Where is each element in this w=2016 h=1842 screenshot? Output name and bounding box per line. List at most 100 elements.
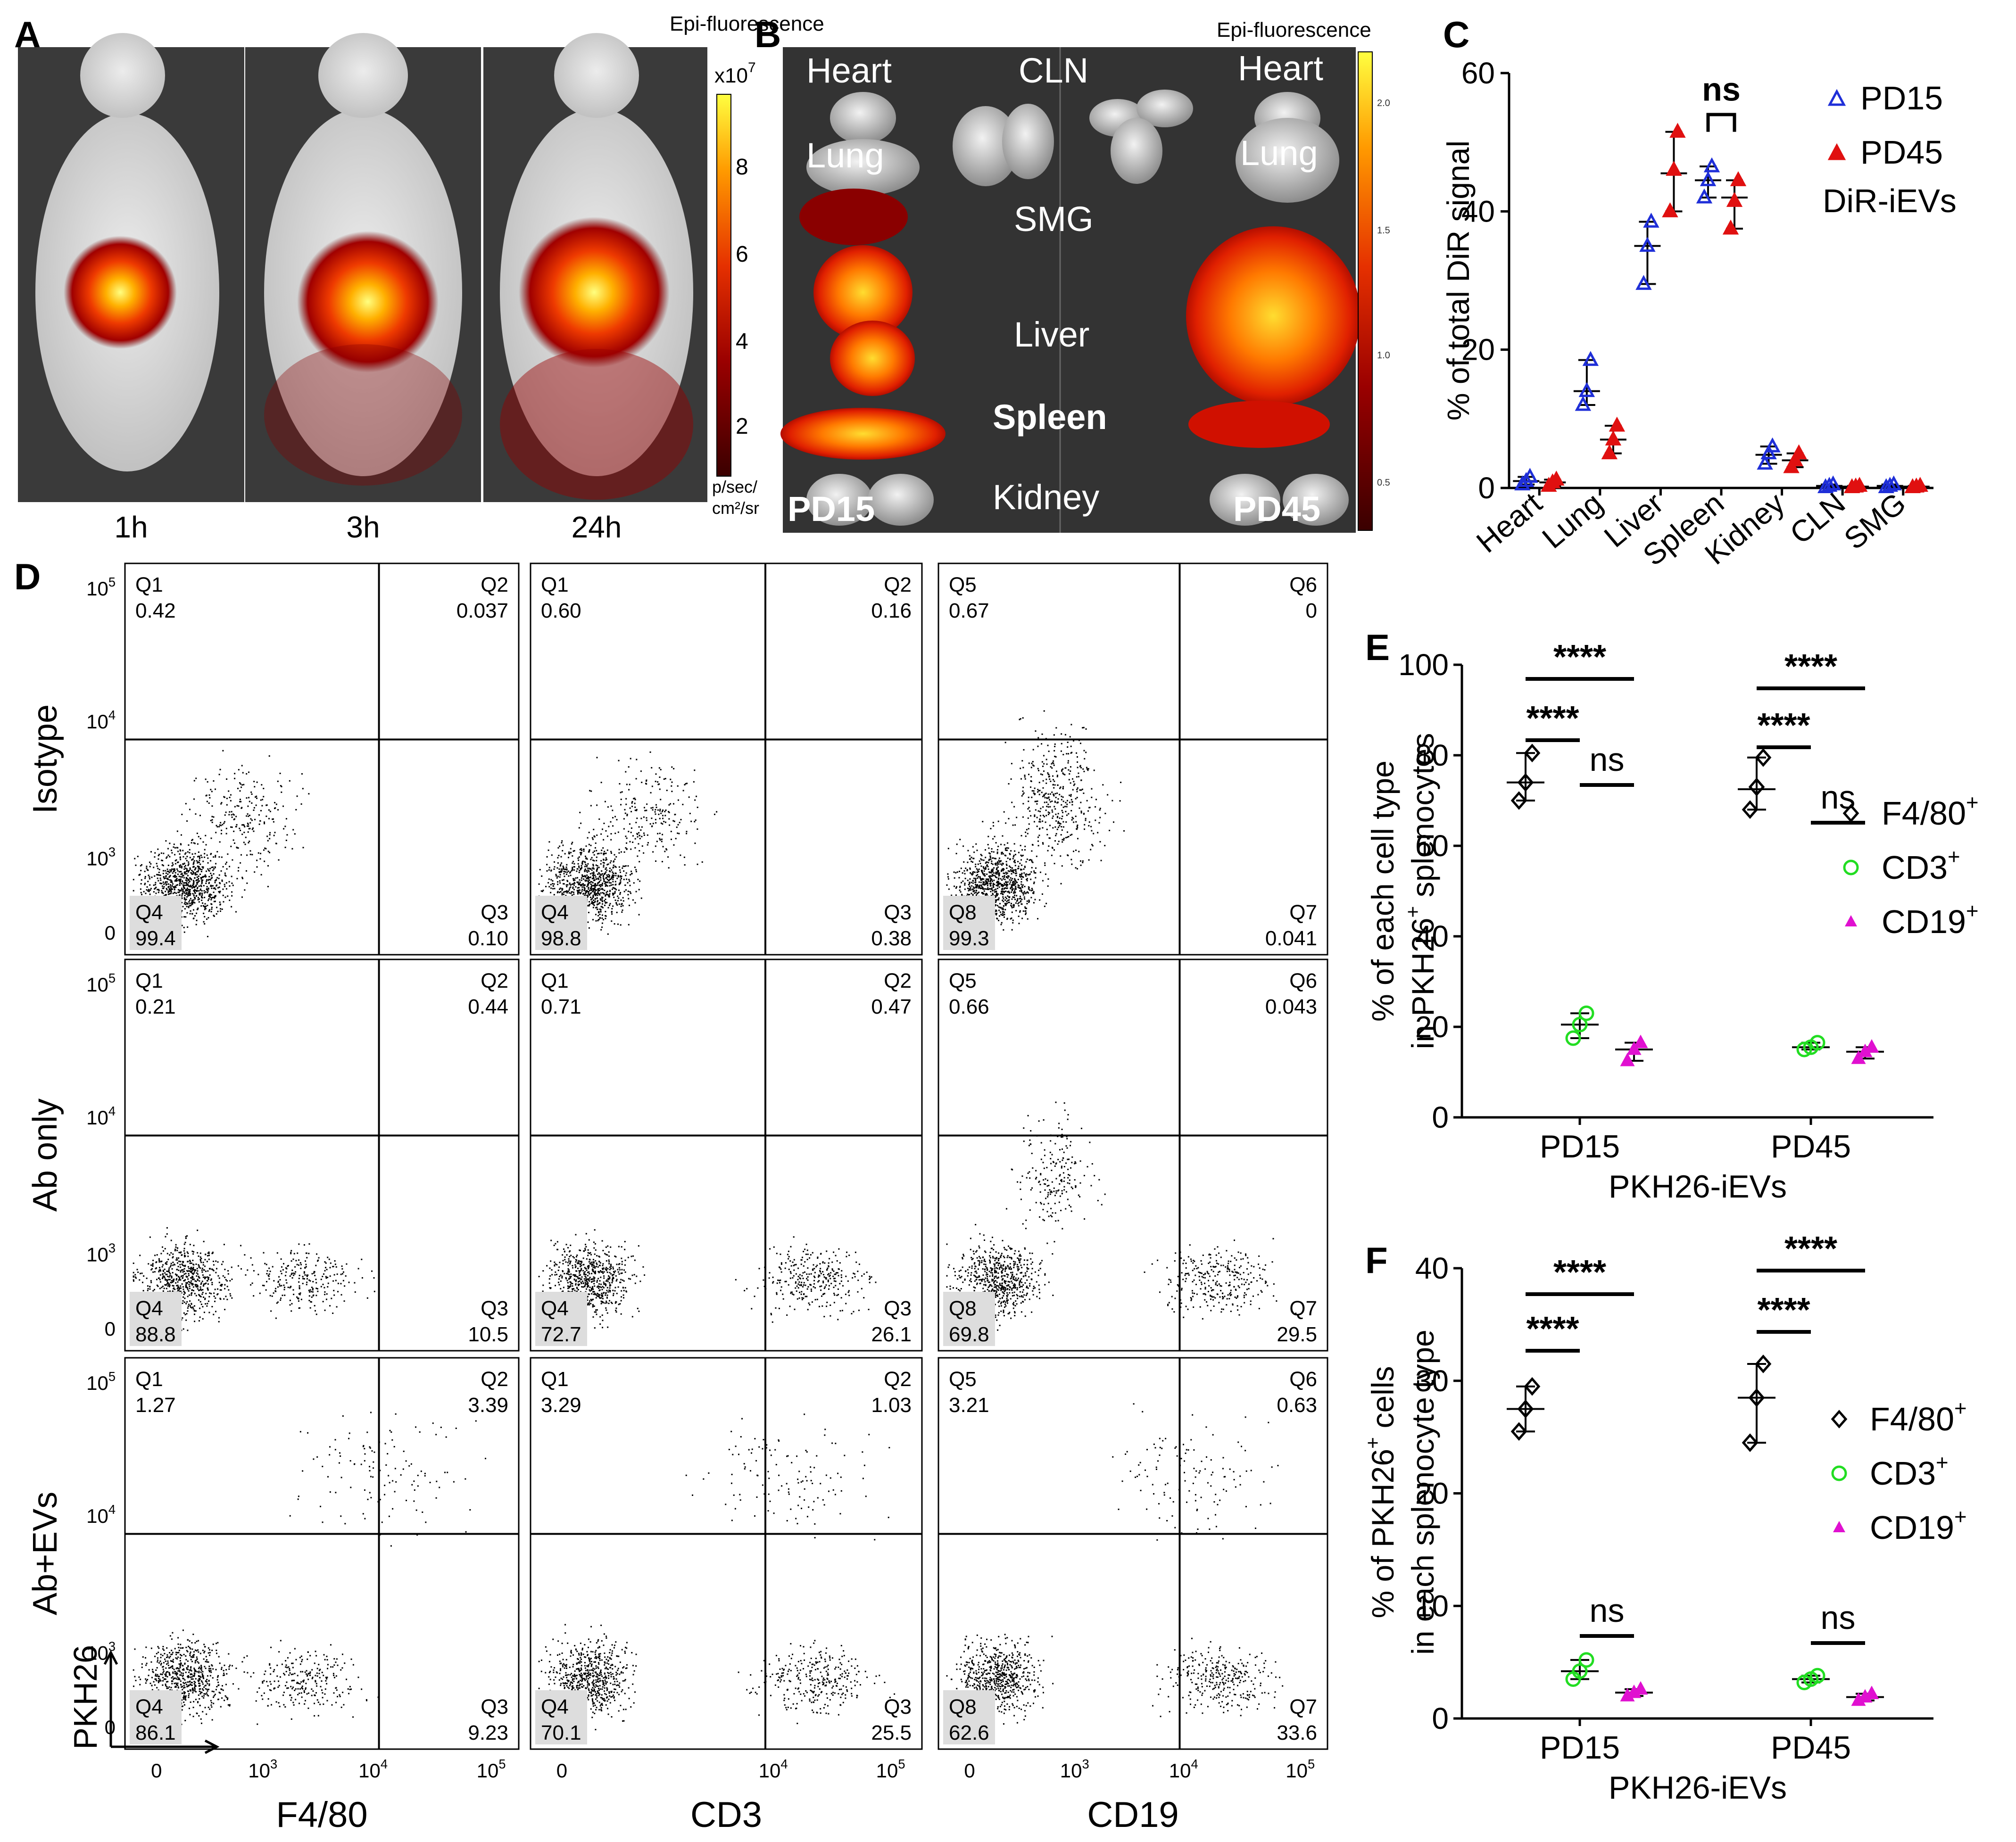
flow-dot	[631, 870, 632, 872]
flow-dot	[590, 886, 592, 888]
flow-dot	[588, 911, 589, 913]
flow-dot	[184, 1297, 186, 1299]
flow-dot	[663, 778, 665, 780]
flow-dot	[1035, 867, 1037, 869]
flow-dot	[995, 872, 997, 874]
flow-dot	[587, 880, 589, 882]
flow-dot	[597, 894, 598, 896]
flow-dot	[1001, 885, 1003, 887]
flow-dot	[1005, 881, 1007, 883]
flow-dot	[643, 832, 645, 834]
flow-dot	[589, 882, 590, 884]
flow-dot	[180, 880, 182, 882]
flow-dot	[213, 873, 215, 875]
flow-dot	[975, 863, 977, 865]
flow-dot	[1069, 794, 1070, 796]
flow-dot	[253, 807, 255, 809]
flow-dot	[207, 869, 209, 871]
flow-dot	[1013, 843, 1015, 845]
flow-dot	[183, 1280, 185, 1282]
flow-dot	[289, 1299, 291, 1301]
flow-dot	[586, 1269, 588, 1271]
flow-dot	[324, 1291, 326, 1293]
flow-dot	[1055, 756, 1057, 758]
flow-dot	[220, 1285, 222, 1287]
flow-dot	[573, 866, 575, 868]
data-point-pd15	[1703, 157, 1720, 173]
flow-dot	[1001, 851, 1003, 853]
flow-dot	[179, 866, 181, 868]
flow-dot	[999, 907, 1001, 909]
flow-dot	[1033, 792, 1035, 794]
flow-dot	[177, 861, 179, 863]
flow-dot	[588, 1293, 589, 1295]
flow-dot	[618, 849, 620, 851]
flow-dot	[640, 829, 642, 831]
flow-dot	[1084, 828, 1086, 830]
flow-dot	[584, 1267, 586, 1269]
flow-dot	[1014, 850, 1016, 852]
flow-dot	[1045, 815, 1047, 817]
flow-dot	[241, 807, 243, 809]
flow-dot	[1061, 826, 1062, 828]
flow-dot	[1002, 893, 1004, 895]
flow-dot	[1048, 797, 1050, 799]
flow-dot	[284, 1294, 286, 1296]
flow-dot	[602, 847, 604, 849]
flow-dot	[183, 1290, 185, 1292]
flow-dot	[605, 915, 607, 917]
flow-dot	[563, 1287, 564, 1289]
flow-dot	[548, 849, 549, 851]
flow-dot	[608, 826, 610, 827]
flow-dot	[150, 851, 152, 853]
flow-dot	[1041, 761, 1043, 763]
flow-dot	[1015, 870, 1017, 872]
flow-dot	[598, 888, 600, 890]
flow-dot	[241, 824, 243, 826]
flow-dot	[610, 833, 612, 835]
flow-dot	[213, 868, 215, 870]
flow-dot	[159, 882, 161, 884]
flow-dot	[608, 882, 610, 884]
flow-dot	[985, 861, 987, 863]
flow-dot	[966, 869, 968, 871]
flow-dot	[240, 1245, 242, 1247]
flow-dot	[178, 1276, 180, 1278]
flow-dot	[182, 874, 183, 876]
flow-dot	[579, 879, 581, 881]
flow-dot	[608, 876, 610, 878]
flow-dot	[230, 794, 232, 796]
flow-dot	[199, 894, 201, 896]
flow-dot	[676, 826, 678, 828]
flow-dot	[1004, 854, 1006, 856]
flow-dot	[324, 1261, 326, 1263]
flow-dot	[655, 773, 657, 775]
flow-dot	[995, 904, 997, 906]
flow-dot	[247, 1269, 249, 1271]
flow-dot	[184, 1292, 186, 1294]
flow-dot	[192, 1259, 194, 1261]
flow-dot	[975, 881, 977, 883]
flow-dot	[156, 874, 158, 876]
flow-dot	[178, 1269, 180, 1271]
flow-dot	[583, 848, 585, 850]
flow-dot	[1037, 789, 1039, 791]
flow-dot	[665, 848, 667, 850]
flow-dot	[235, 911, 237, 913]
flow-dot	[588, 891, 589, 892]
flow-dot	[1012, 871, 1013, 873]
flow-dot	[255, 796, 257, 798]
flow-dot	[335, 1280, 337, 1281]
flow-dot	[221, 802, 223, 804]
flow-dot	[179, 849, 181, 851]
flow-dot	[1109, 830, 1111, 832]
flow-dot	[621, 903, 623, 905]
flow-dot	[1002, 907, 1004, 909]
flow-dot	[668, 867, 670, 869]
flow-dot	[1034, 814, 1036, 816]
flow-dot	[166, 1253, 168, 1255]
flow-dot	[234, 806, 236, 808]
flow-dot	[1033, 881, 1035, 883]
flow-dot	[586, 865, 588, 867]
flow-dot	[1000, 870, 1002, 872]
